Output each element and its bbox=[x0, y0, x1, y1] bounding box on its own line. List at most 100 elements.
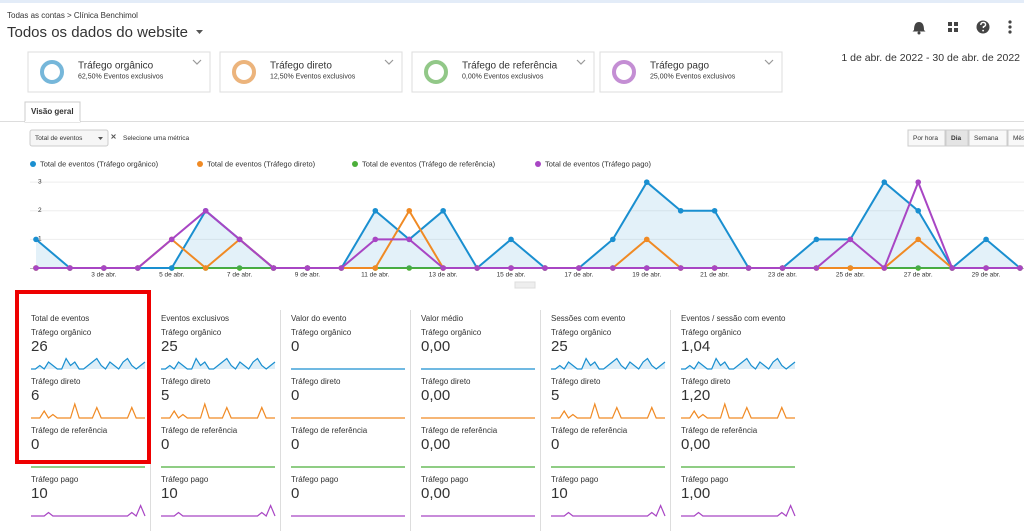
metric-dropdown-arrow[interactable] bbox=[98, 137, 103, 140]
apps-icon[interactable] bbox=[948, 22, 958, 32]
data-point[interactable] bbox=[440, 265, 446, 271]
data-point[interactable] bbox=[33, 265, 39, 271]
data-point[interactable] bbox=[643, 236, 650, 243]
granularity-button[interactable] bbox=[945, 129, 969, 147]
data-point[interactable] bbox=[677, 207, 684, 214]
segment-label: Tráfego direto bbox=[551, 377, 601, 386]
data-point[interactable] bbox=[745, 265, 752, 271]
legend-marker[interactable] bbox=[30, 161, 36, 167]
granularity-label[interactable]: Dia bbox=[951, 135, 962, 142]
data-point[interactable] bbox=[881, 265, 888, 271]
segment-chevron[interactable] bbox=[764, 59, 774, 65]
more-icon[interactable] bbox=[1008, 20, 1012, 34]
data-point[interactable] bbox=[711, 207, 718, 214]
help-icon[interactable] bbox=[976, 20, 990, 34]
data-point[interactable] bbox=[881, 179, 888, 185]
data-point[interactable] bbox=[610, 265, 616, 271]
metric-dropdown-label[interactable]: Total de eventos bbox=[35, 135, 83, 142]
data-point[interactable] bbox=[779, 265, 786, 271]
date-range[interactable]: 1 de abr. de 2022 - 30 de abr. de 2022 bbox=[841, 52, 1020, 64]
segment-name[interactable]: Tráfego orgânico bbox=[78, 61, 154, 72]
data-point[interactable] bbox=[101, 265, 107, 271]
data-point[interactable] bbox=[508, 265, 514, 271]
data-point[interactable] bbox=[372, 207, 379, 214]
x-tick-label: 13 de abr. bbox=[429, 272, 458, 279]
data-point[interactable] bbox=[643, 179, 650, 185]
data-point[interactable] bbox=[1017, 265, 1023, 271]
data-point[interactable] bbox=[508, 236, 514, 243]
data-point[interactable] bbox=[236, 236, 243, 243]
segment-chevron[interactable] bbox=[192, 59, 202, 65]
segment-name[interactable]: Tráfego de referência bbox=[462, 61, 558, 72]
breadcrumb[interactable]: Todas as contas > Clínica Benchimol bbox=[7, 11, 138, 20]
data-point[interactable] bbox=[915, 265, 922, 271]
data-point[interactable] bbox=[202, 207, 209, 214]
granularity-button[interactable] bbox=[968, 129, 1008, 147]
bell-icon[interactable] bbox=[912, 22, 926, 35]
data-point[interactable] bbox=[847, 265, 854, 271]
data-point[interactable] bbox=[304, 265, 311, 271]
granularity-label[interactable]: Por hora bbox=[913, 135, 938, 142]
data-point[interactable] bbox=[813, 236, 820, 243]
segment-card[interactable] bbox=[219, 51, 403, 93]
data-point[interactable] bbox=[406, 207, 413, 214]
data-point[interactable] bbox=[576, 265, 582, 271]
data-point[interactable] bbox=[915, 236, 922, 243]
granularity-label[interactable]: Semana bbox=[974, 135, 999, 142]
granularity-button[interactable] bbox=[1007, 129, 1024, 147]
legend-marker[interactable] bbox=[535, 161, 541, 167]
sparkline bbox=[551, 357, 666, 370]
data-point[interactable] bbox=[168, 236, 175, 243]
data-point[interactable] bbox=[168, 265, 175, 271]
data-point[interactable] bbox=[915, 179, 922, 185]
legend-label[interactable]: Total de eventos (Tráfego de referência) bbox=[362, 159, 496, 168]
data-point[interactable] bbox=[711, 265, 718, 271]
legend-marker[interactable] bbox=[197, 161, 203, 167]
segment-chevron[interactable] bbox=[576, 59, 586, 65]
resize-handle[interactable] bbox=[514, 281, 536, 289]
data-point[interactable] bbox=[440, 207, 446, 214]
data-point[interactable] bbox=[983, 265, 989, 271]
data-point[interactable] bbox=[372, 236, 379, 243]
metric-dropdown[interactable] bbox=[29, 129, 109, 147]
granularity-button[interactable] bbox=[907, 129, 946, 147]
legend-label[interactable]: Total de eventos (Tráfego direto) bbox=[207, 159, 316, 168]
data-point[interactable] bbox=[610, 236, 616, 243]
data-point[interactable] bbox=[67, 265, 73, 271]
data-point[interactable] bbox=[338, 265, 345, 271]
data-point[interactable] bbox=[33, 236, 39, 243]
data-point[interactable] bbox=[813, 265, 820, 271]
remove-metric-icon[interactable] bbox=[111, 134, 116, 139]
segment-chevron[interactable] bbox=[384, 59, 394, 65]
data-point[interactable] bbox=[474, 265, 480, 271]
data-point[interactable] bbox=[372, 265, 379, 271]
segment-name[interactable]: Tráfego pago bbox=[650, 61, 710, 72]
data-point[interactable] bbox=[270, 265, 277, 271]
legend-label[interactable]: Total de eventos (Tráfego pago) bbox=[545, 159, 652, 168]
data-point[interactable] bbox=[134, 265, 141, 271]
segment-card[interactable] bbox=[27, 51, 211, 93]
data-point[interactable] bbox=[643, 265, 650, 271]
segment-card[interactable] bbox=[599, 51, 783, 93]
data-point[interactable] bbox=[983, 236, 989, 243]
view-dropdown-icon[interactable] bbox=[196, 30, 203, 34]
legend-label[interactable]: Total de eventos (Tráfego orgânico) bbox=[40, 159, 159, 168]
data-point[interactable] bbox=[847, 236, 854, 243]
view-title[interactable]: Todos os dados do website bbox=[7, 24, 188, 41]
legend-marker[interactable] bbox=[352, 161, 358, 167]
data-point[interactable] bbox=[542, 265, 548, 271]
segment-name[interactable]: Tráfego direto bbox=[270, 61, 332, 72]
tab-label[interactable]: Visão geral bbox=[31, 107, 74, 116]
x-tick-label: 21 de abr. bbox=[700, 272, 729, 279]
segment-label: Tráfego pago bbox=[681, 475, 729, 484]
add-metric-link[interactable]: Selecione uma métrica bbox=[123, 135, 189, 142]
data-point[interactable] bbox=[949, 265, 955, 271]
data-point[interactable] bbox=[202, 265, 209, 271]
data-point[interactable] bbox=[406, 265, 413, 271]
segment-card[interactable] bbox=[411, 51, 595, 93]
data-point[interactable] bbox=[406, 236, 413, 243]
data-point[interactable] bbox=[236, 265, 243, 271]
granularity-label[interactable]: Mês bbox=[1013, 135, 1024, 142]
data-point[interactable] bbox=[677, 265, 684, 271]
data-point[interactable] bbox=[915, 207, 922, 214]
